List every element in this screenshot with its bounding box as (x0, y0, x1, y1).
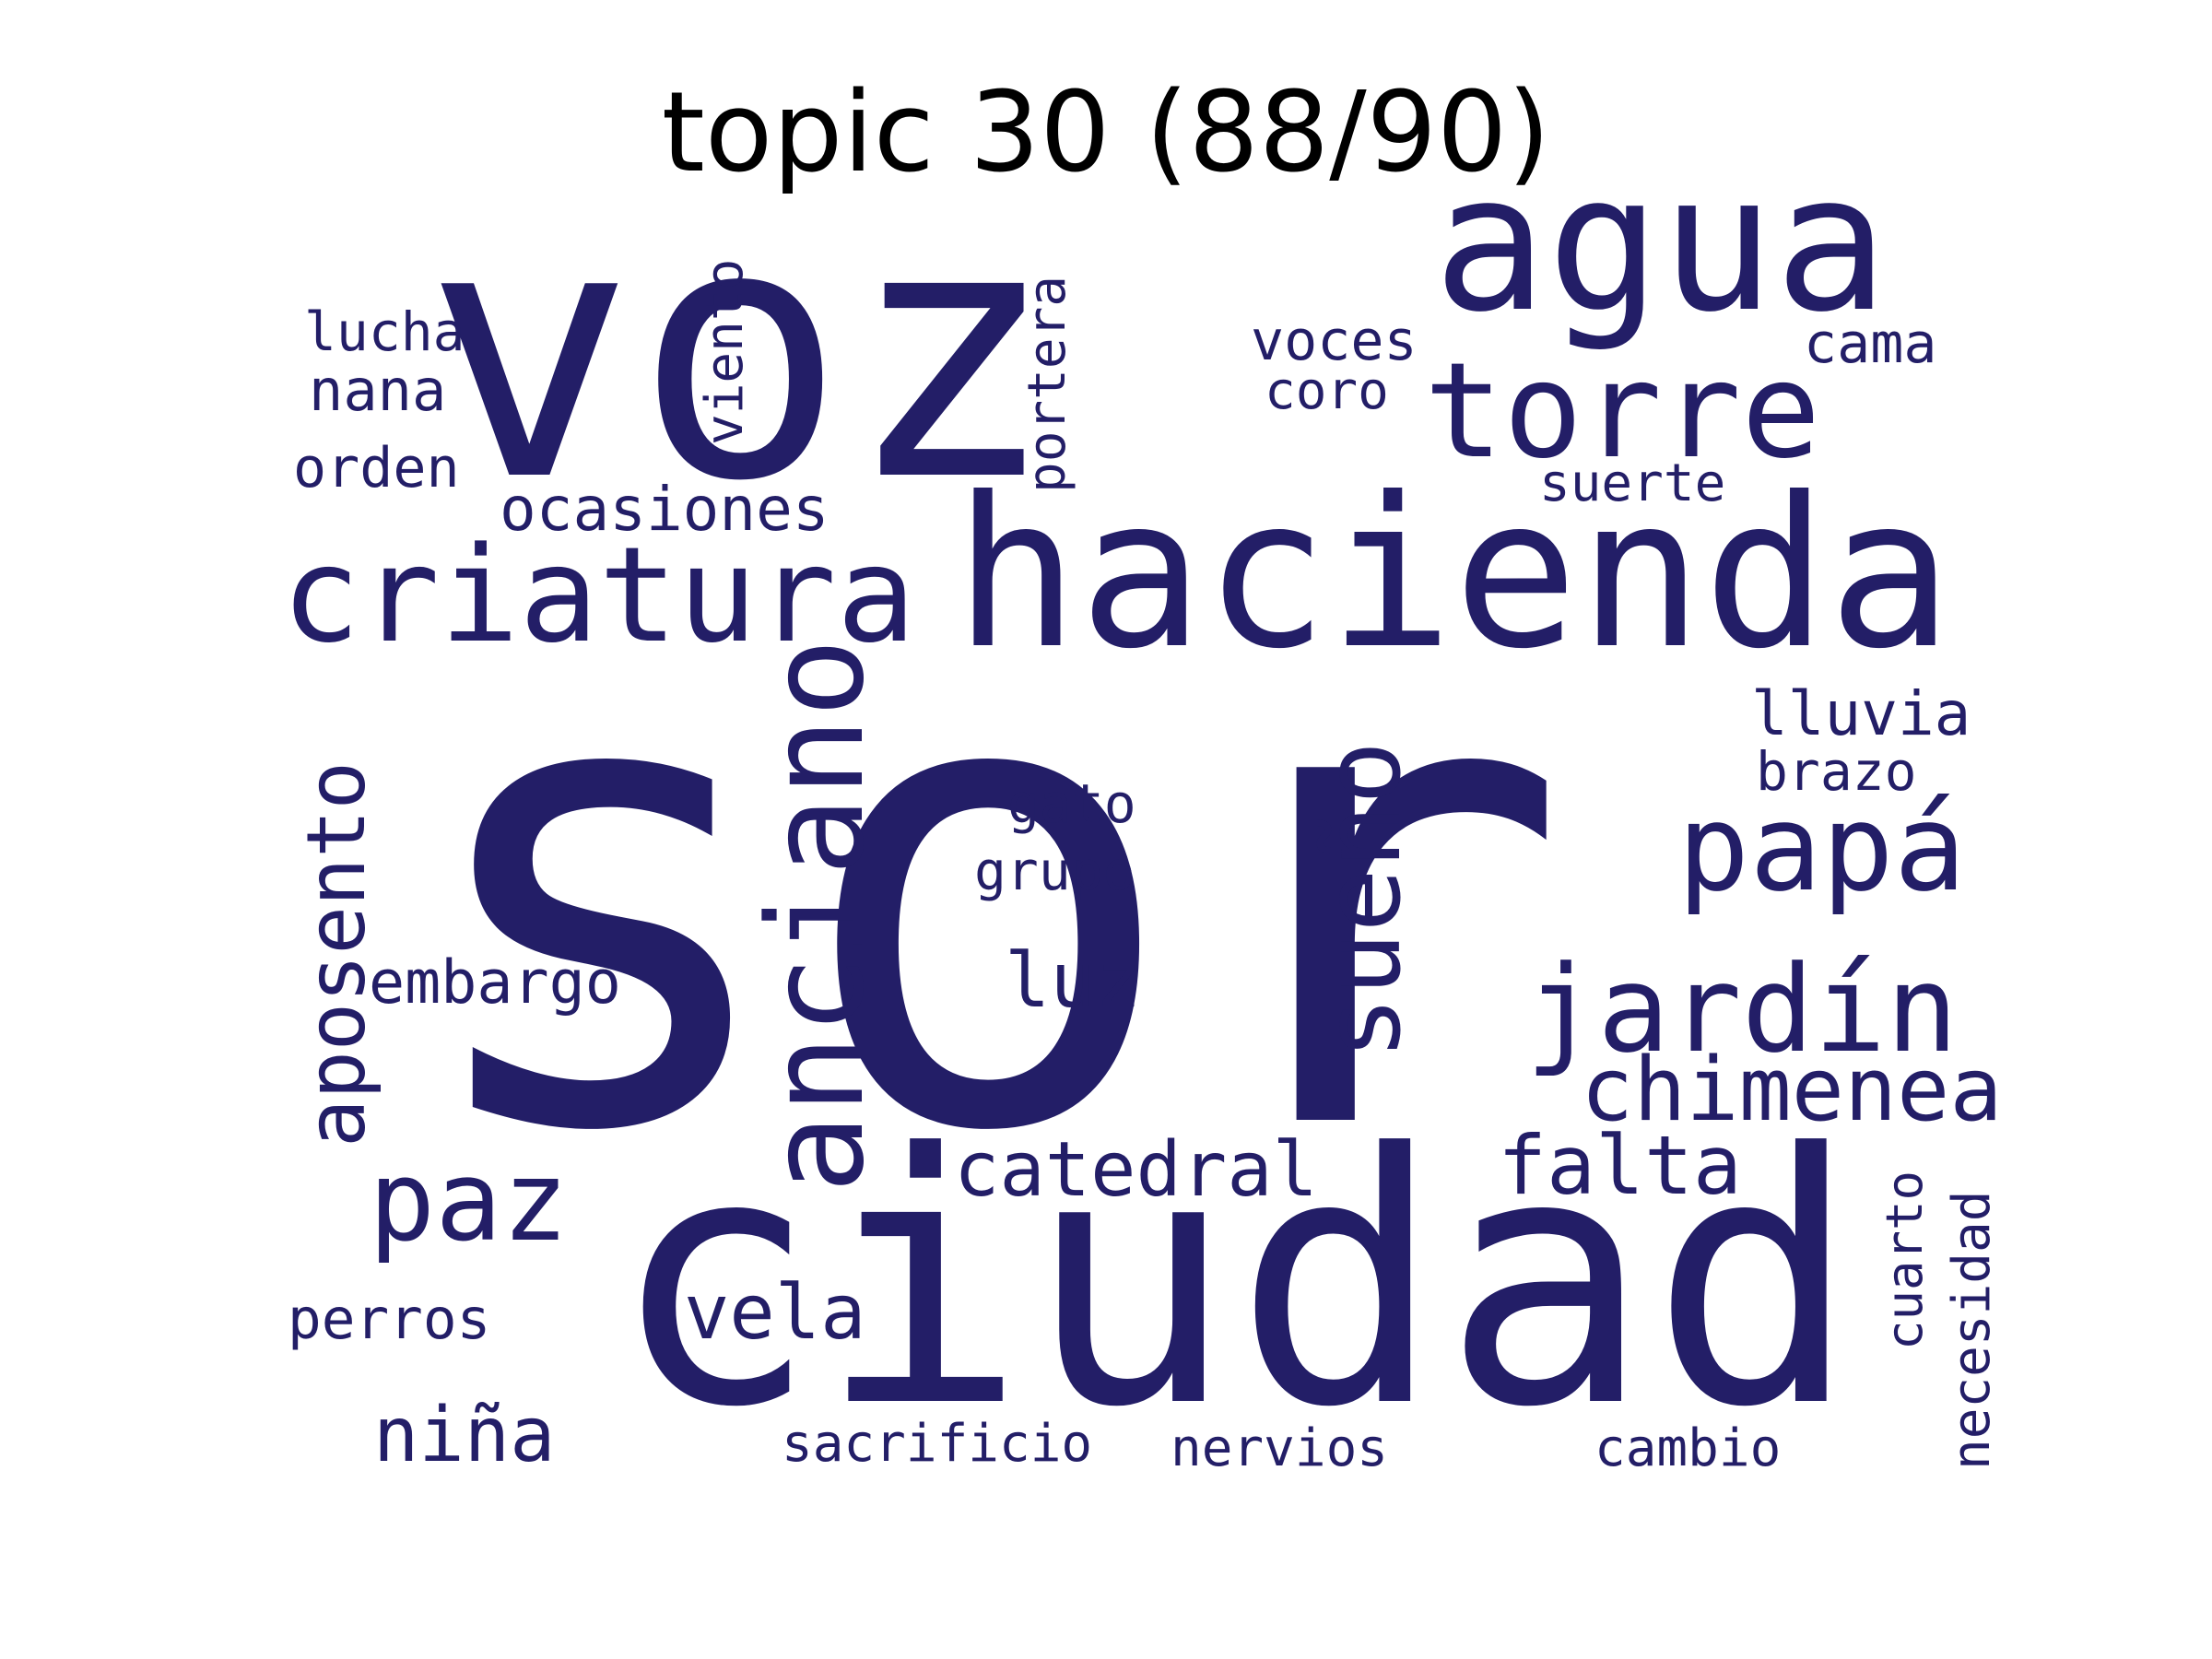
svg-text:embargo: embargo (369, 948, 621, 1018)
svg-text:ocasiones: ocasiones (500, 474, 830, 545)
svg-text:chimenea: chimenea (1581, 1040, 2003, 1141)
svg-text:sacrificio: sacrificio (782, 1414, 1092, 1474)
word-orden: orden (293, 436, 460, 500)
word-necesidad: necesidad (1942, 1191, 2002, 1470)
svg-text:torre: torre (1424, 334, 1820, 488)
word-falta: falta (1498, 1118, 1742, 1213)
svg-text:jardín: jardín (1525, 939, 1959, 1079)
word-coro: coro (1265, 361, 1389, 421)
word-nana: nana (309, 357, 446, 424)
word-vela: vela (684, 1269, 865, 1357)
word-catedral: catedral (954, 1126, 1318, 1214)
svg-text:voz: voz (424, 149, 1056, 558)
word-grupo: grupo (974, 840, 1135, 902)
word-aposento: aposento (289, 761, 383, 1147)
word-sueno: sueño (1301, 741, 1425, 1060)
word-perros: perros (288, 1287, 490, 1352)
word-nervios: nervios (1171, 1418, 1388, 1478)
svg-text:grupo: grupo (974, 840, 1135, 902)
svg-text:coro: coro (1265, 361, 1389, 421)
word-portera: portera (1018, 276, 1077, 493)
svg-text:hacienda: hacienda (954, 453, 1953, 695)
svg-text:nervios: nervios (1171, 1418, 1388, 1478)
svg-text:nana: nana (309, 357, 446, 424)
svg-text:gato: gato (1007, 772, 1136, 835)
word-brazo: brazo (1756, 740, 1917, 803)
svg-text:cama: cama (1804, 312, 1937, 376)
word-nina: niña (373, 1392, 555, 1479)
word-chimenea: chimenea (1581, 1040, 2003, 1141)
svg-text:criatura: criatura (281, 518, 916, 672)
word-cambio: cambio (1594, 1418, 1781, 1478)
svg-text:viento: viento (695, 259, 755, 445)
svg-text:agua: agua (1433, 135, 1888, 354)
svg-text:niña: niña (373, 1392, 555, 1479)
word-cama: cama (1804, 312, 1937, 376)
svg-text:voces: voces (1251, 309, 1418, 373)
word-lucha: lucha (304, 300, 465, 363)
word-paz: paz (369, 1138, 569, 1266)
svg-text:papá: papá (1677, 778, 1966, 918)
word-papa: papá (1677, 778, 1966, 918)
word-ciudad: ciudad (610, 1081, 1859, 1483)
word-gato: gato (1007, 772, 1136, 835)
svg-text:portera: portera (1018, 276, 1077, 493)
word-voz: voz (424, 149, 1056, 558)
svg-text:catedral: catedral (954, 1126, 1318, 1214)
svg-text:vela: vela (684, 1269, 865, 1357)
word-ocasiones: ocasiones (500, 474, 830, 545)
svg-text:lluvia: lluvia (1751, 678, 1971, 749)
word-anciano: anciano (739, 638, 893, 1194)
word-voces: voces (1251, 309, 1418, 373)
word-hacienda: hacienda (954, 453, 1953, 695)
svg-text:sor: sor (406, 522, 1571, 1273)
svg-text:aposento: aposento (289, 761, 383, 1147)
word-lluvia: lluvia (1751, 678, 1971, 749)
svg-text:brazo: brazo (1756, 740, 1917, 803)
figure-title: topic 30 (88/90) (661, 69, 1551, 197)
word-luz: luz (1005, 937, 1141, 1025)
svg-text:anciano: anciano (739, 638, 893, 1194)
word-agua: agua (1433, 135, 1888, 354)
svg-text:perros: perros (288, 1287, 490, 1352)
svg-text:necesidad: necesidad (1942, 1191, 2002, 1470)
svg-text:lucha: lucha (304, 300, 465, 363)
word-sor: sor (406, 522, 1571, 1273)
svg-text:cambio: cambio (1594, 1418, 1781, 1478)
svg-text:cuarto: cuarto (1876, 1171, 1934, 1350)
word-embargo: embargo (369, 948, 621, 1018)
svg-text:suerte: suerte (1539, 453, 1725, 513)
word-jardin: jardín (1525, 939, 1959, 1079)
svg-text:paz: paz (369, 1138, 569, 1266)
svg-text:sueño: sueño (1301, 741, 1425, 1060)
word-sacrificio: sacrificio (782, 1414, 1092, 1474)
word-torre: torre (1424, 334, 1820, 488)
svg-text:orden: orden (293, 436, 460, 500)
svg-text:luz: luz (1005, 937, 1141, 1025)
word-criatura: criatura (281, 518, 916, 672)
svg-text:falta: falta (1498, 1118, 1742, 1213)
word-cuarto: cuarto (1876, 1171, 1934, 1350)
svg-text:ciudad: ciudad (610, 1081, 1859, 1483)
word-viento: viento (695, 259, 755, 445)
word-suerte: suerte (1539, 453, 1725, 513)
